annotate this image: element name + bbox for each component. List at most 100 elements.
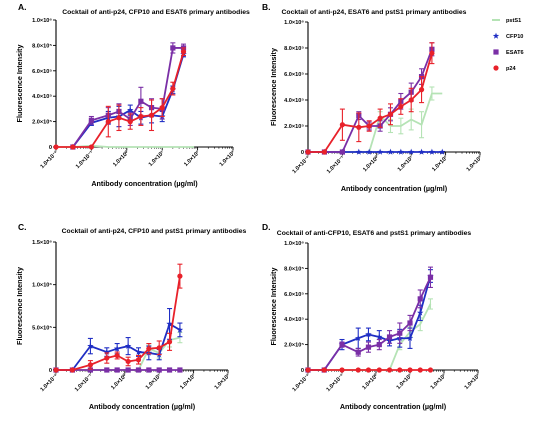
series-pstS1 (56, 331, 183, 371)
series-line-CFP10 (72, 54, 185, 148)
data-point-p24 (321, 149, 328, 155)
data-point-p24 (127, 119, 133, 125)
data-point-p24 (135, 357, 142, 363)
data-point-ESAT6 (365, 344, 372, 350)
y-axis-label: Fluorescence Intensity (269, 48, 278, 126)
x-axis-label: Antibody concentration (µg/ml) (91, 179, 198, 188)
y-tick-label: 1.0×10⁶ (284, 20, 304, 26)
data-point-p24 (70, 144, 76, 150)
data-point-ESAT6 (427, 274, 434, 280)
x-tick-label: 1.0×10³ (213, 372, 232, 391)
x-axis-label: Antibody concentration (µg/ml) (341, 184, 448, 193)
x-tick-label: 1.0×10³ (465, 154, 484, 173)
data-point-CFP10 (166, 320, 173, 327)
chart-title: Cocktail of anti-p24, CFP10 and pstS1 pr… (62, 228, 247, 235)
data-point-ESAT6 (114, 367, 120, 373)
data-point-p24 (53, 144, 59, 150)
legend-item-ESAT6: ESAT6 (493, 49, 524, 56)
y-tick-label: 1.0×10⁶ (284, 241, 304, 247)
data-point-CFP10 (376, 148, 384, 155)
y-tick-label: 5.0×10⁵ (32, 325, 52, 331)
x-tick-label: 1.0×10⁻¹ (74, 149, 95, 170)
data-point-p24 (105, 119, 111, 125)
data-point-ESAT6 (88, 117, 94, 123)
data-point-ESAT6 (146, 367, 152, 373)
y-axis-label: Fluorescence Intensity (269, 268, 278, 346)
data-point-ESAT6 (397, 330, 403, 336)
y-tick-label: 1.5×10⁶ (32, 240, 52, 246)
data-point-p24 (376, 367, 382, 373)
data-point-p24 (407, 367, 413, 373)
series-CFP10 (304, 269, 434, 373)
data-point-CFP10 (407, 148, 415, 155)
data-point-CFP10 (428, 148, 436, 155)
data-point-p24 (156, 345, 162, 351)
data-point-CFP10 (439, 148, 446, 155)
data-point-CFP10 (124, 342, 132, 349)
x-tick-label: 1.0×10² (179, 372, 198, 391)
data-point-p24 (148, 112, 155, 118)
data-point-CFP10 (406, 334, 414, 341)
data-point-p24 (166, 339, 173, 345)
x-tick-label: 1.0×10² (183, 149, 202, 168)
data-point-p24 (146, 346, 152, 352)
x-tick-label: 1.0×10⁻² (291, 372, 312, 393)
legend: pstS1 CFP10 ESAT6 p24 (492, 18, 524, 72)
data-point-CFP10 (365, 331, 372, 338)
legend-label: CFP10 (506, 34, 523, 40)
panels: A. Cocktail of anti-p24, CFP10 and ESAT6 … (15, 2, 484, 411)
legend-item-p24: p24 (493, 65, 517, 72)
panel-label: A. (18, 2, 27, 12)
legend-item-pstS1: pstS1 (492, 18, 521, 24)
y-tick-label: 0 (301, 368, 304, 374)
series-line-p24 (308, 52, 433, 153)
y-tick-label: 8.0×10⁵ (284, 266, 304, 272)
data-point-p24 (116, 115, 122, 121)
data-point-ESAT6 (339, 149, 345, 155)
data-point-ESAT6 (417, 296, 423, 302)
y-tick-label: 0 (49, 368, 52, 374)
x-tick-label: 1.0×10³ (218, 149, 237, 168)
data-point-p24 (180, 49, 187, 55)
data-point-p24 (87, 362, 93, 368)
data-point-CFP10 (417, 309, 424, 316)
legend-label: p24 (506, 66, 517, 72)
data-point-CFP10 (113, 345, 121, 352)
data-point-CFP10 (87, 342, 94, 349)
y-tick-label: 8.0×10⁵ (284, 46, 304, 52)
data-point-ESAT6 (138, 98, 144, 104)
data-point-CFP10 (397, 148, 405, 155)
data-point-p24 (386, 367, 393, 373)
x-tick-label: 1.0×10² (429, 372, 448, 391)
series-p24 (305, 367, 434, 373)
data-point-CFP10 (365, 148, 373, 155)
data-point-ESAT6 (170, 45, 176, 51)
x-axis-label: Antibody concentration (µg/ml) (340, 402, 447, 411)
data-point-CFP10 (103, 348, 111, 355)
data-point-CFP10 (135, 348, 142, 355)
data-point-ESAT6 (135, 367, 142, 373)
data-point-p24 (356, 124, 362, 130)
data-point-CFP10 (127, 106, 134, 113)
x-axis-label: Antibody concentration (µg/ml) (89, 402, 196, 411)
data-point-p24 (365, 367, 372, 373)
x-tick-label: 1.0×10⁻¹ (325, 154, 346, 175)
data-point-ESAT6 (87, 367, 93, 373)
x-tick-label: 1.0×10¹ (396, 154, 415, 173)
legend-label: pstS1 (506, 18, 521, 24)
y-tick-label: 1.0×10⁶ (32, 283, 52, 289)
x-tick-label: 1.0×10⁻¹ (325, 372, 346, 393)
data-point-ESAT6 (407, 320, 413, 326)
series-ESAT6 (53, 367, 183, 373)
series-p24 (305, 42, 435, 155)
x-tick-label: 1.0×10⁻² (291, 154, 312, 175)
chart-title: Cocktail of anti-CFP10, ESAT6 and pstS1 … (277, 230, 472, 237)
data-point-p24 (104, 355, 110, 361)
data-point-ESAT6 (339, 342, 345, 348)
y-axis-label: Fluorescence Intensity (15, 267, 24, 345)
chart-panel-4: D. Cocktail of anti-CFP10, ESAT6 and pstS… (262, 222, 482, 411)
data-point-ESAT6 (104, 367, 110, 373)
data-point-p24 (377, 115, 383, 121)
data-point-ESAT6 (386, 334, 393, 340)
data-point-p24 (408, 97, 414, 103)
